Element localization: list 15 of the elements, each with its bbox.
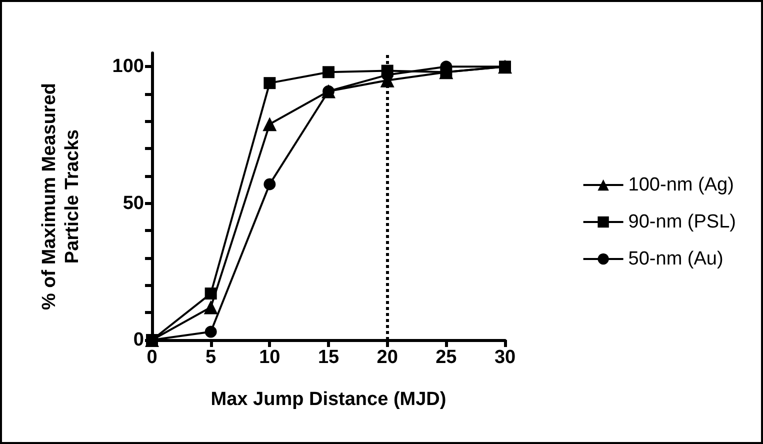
x-tick-label: 0 bbox=[146, 347, 158, 368]
y-tick-label: 0 bbox=[133, 330, 144, 350]
legend-label: 100-nm (Ag) bbox=[628, 174, 734, 196]
x-tick-label: 15 bbox=[318, 347, 340, 368]
y-axis-title: % of Maximum Measured Particle Tracks bbox=[39, 83, 83, 310]
x-tick-label: 10 bbox=[259, 347, 280, 368]
y-tick-label: 100 bbox=[112, 56, 144, 78]
y-tick-label: 50 bbox=[122, 192, 144, 214]
x-tick-label: 20 bbox=[376, 347, 398, 368]
legend-label: 90-nm (PSL) bbox=[628, 212, 736, 232]
x-tick-label: 5 bbox=[206, 347, 217, 368]
x-tick-label: 25 bbox=[436, 347, 458, 368]
legend-label: 50-nm (Au) bbox=[628, 248, 724, 270]
x-axis-title: Max Jump Distance (MJD) bbox=[210, 389, 446, 410]
x-tick-label: 30 bbox=[494, 347, 516, 368]
